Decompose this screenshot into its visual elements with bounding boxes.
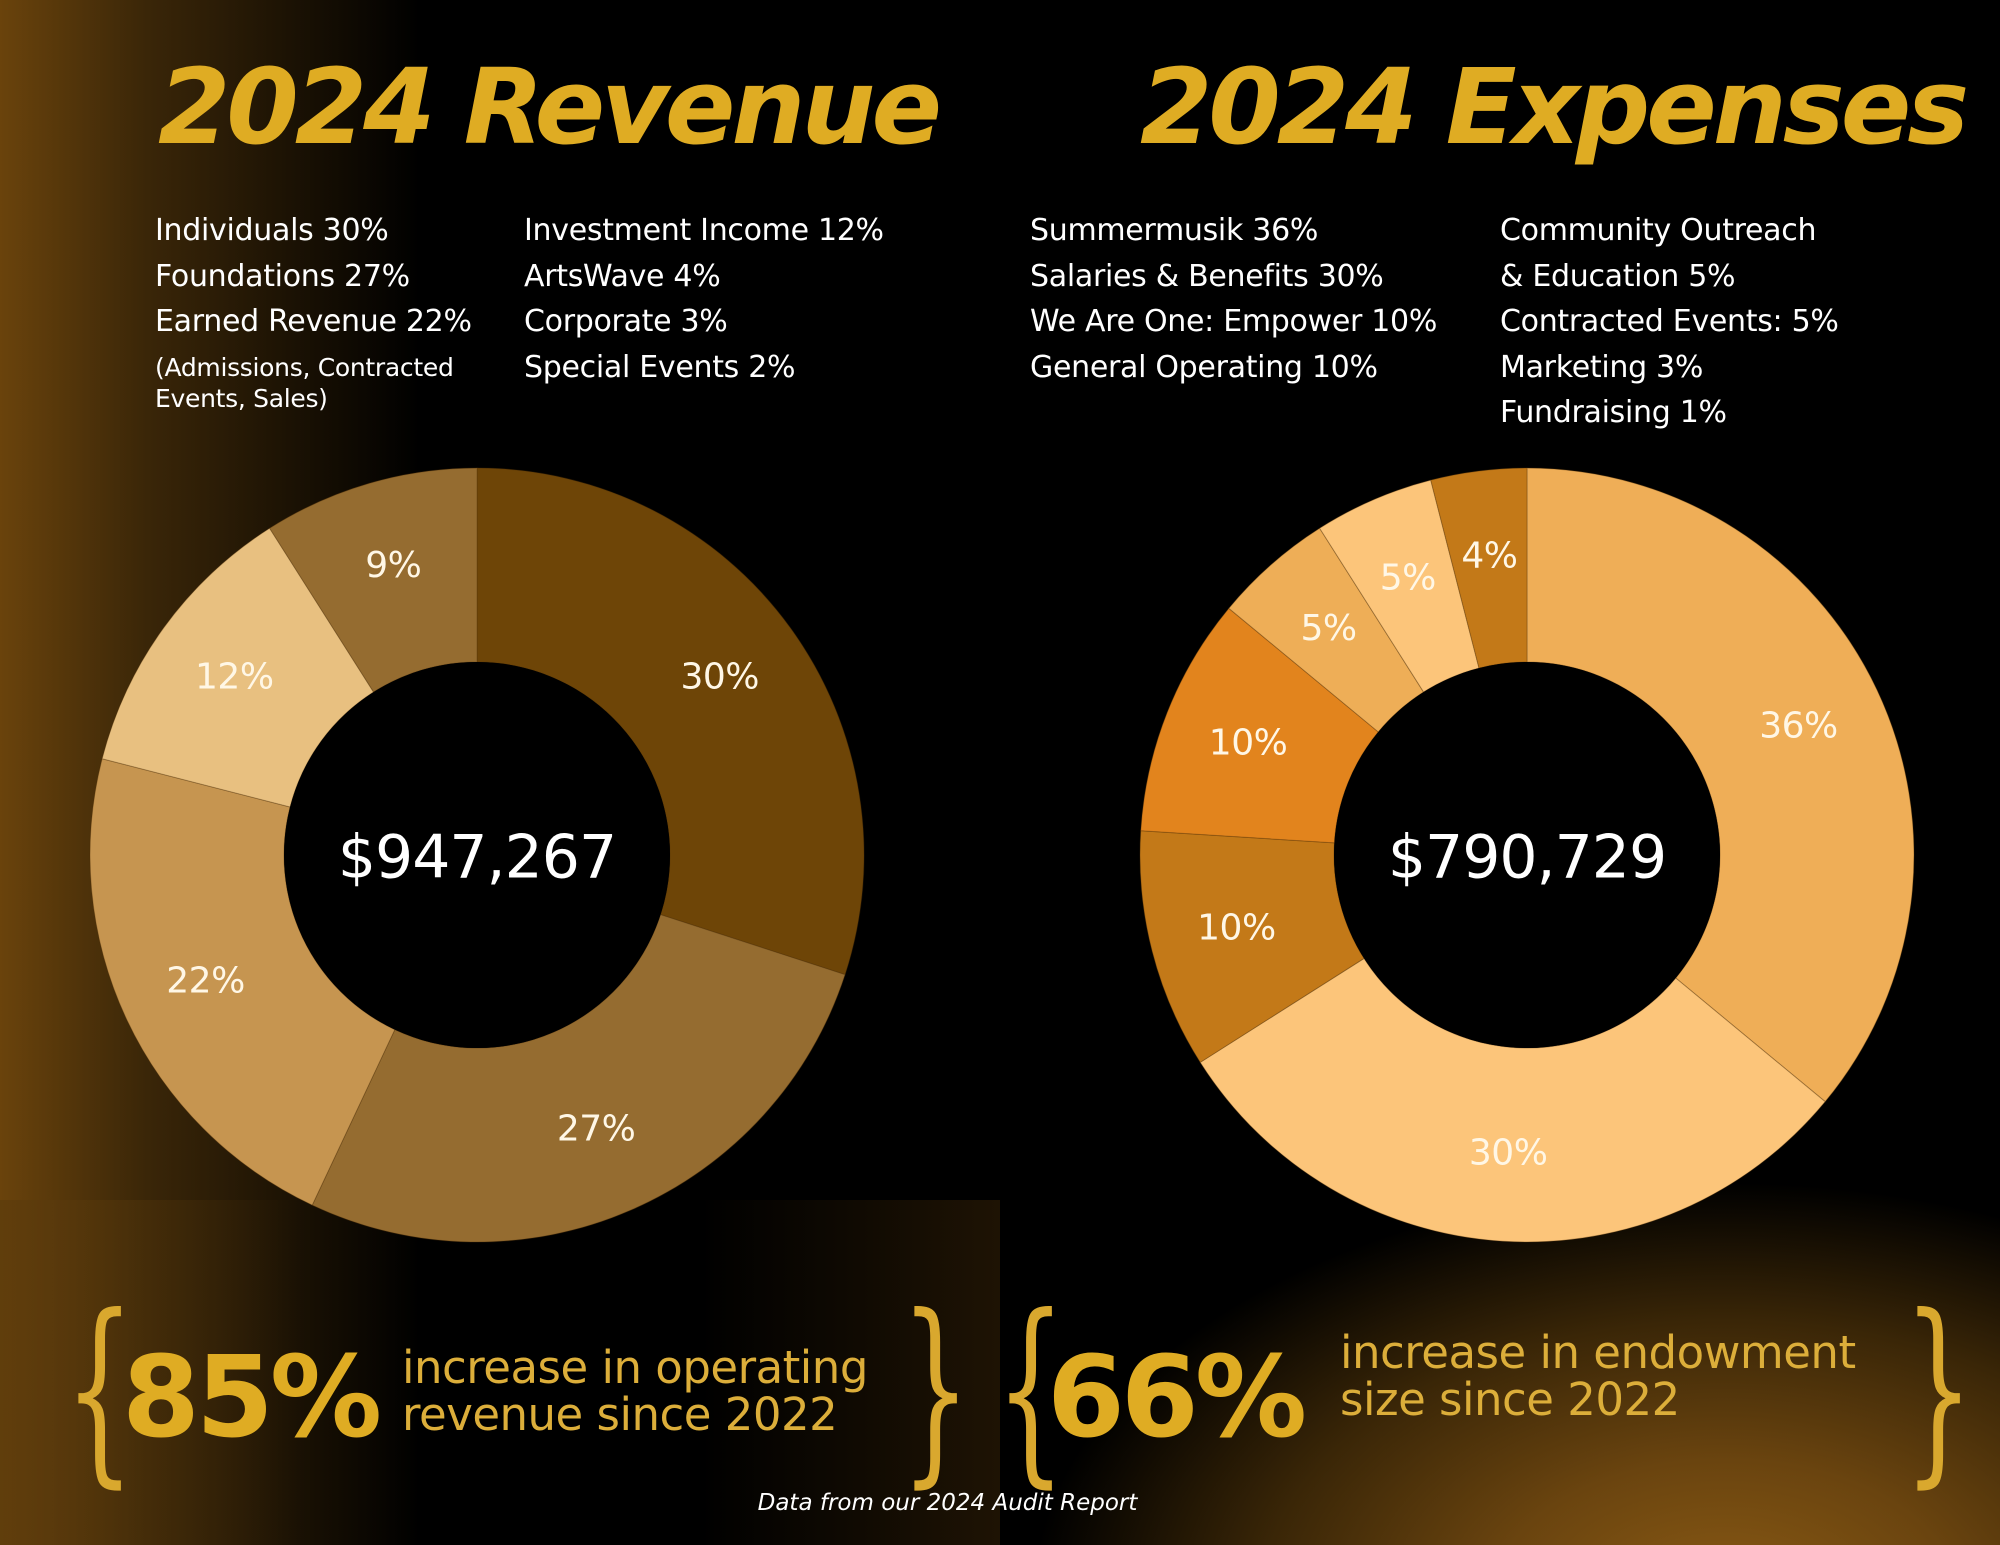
close-brace-icon: } — [1903, 1273, 1974, 1506]
legend-item: Investment Income 12% — [524, 213, 884, 248]
stat-value: 85% — [122, 1333, 382, 1463]
legend-item: Marketing 3% — [1500, 349, 1704, 385]
revenue-title: 2024 Revenue — [158, 46, 942, 168]
center-total-label: $947,267 — [338, 823, 616, 893]
slice-label: 4% — [1461, 535, 1517, 576]
revenue-legend-column-1: Individuals 30% Foundations 27% Earned R… — [155, 208, 472, 414]
legend-item: ArtsWave 4% — [524, 258, 721, 294]
slice-label: 22% — [166, 961, 245, 1002]
slice-label: 9% — [365, 545, 421, 586]
slice-label: 5% — [1380, 558, 1436, 599]
slice-label: 30% — [680, 657, 759, 698]
legend-item: Salaries & Benefits 30% — [1030, 258, 1384, 294]
legend-item: Special Events 2% — [524, 349, 796, 385]
open-brace-icon: { — [64, 1273, 135, 1506]
stat-description-line-1: increase in operating — [402, 1341, 868, 1394]
close-brace-icon: } — [900, 1273, 971, 1506]
stat-description-line-2: revenue since 2022 — [402, 1388, 838, 1441]
expenses-legend-column-1: Summermusik 36% Salaries & Benefits 30% … — [1030, 208, 1437, 390]
legend-item: & Education 5% — [1500, 258, 1736, 294]
open-brace-icon: { — [995, 1273, 1066, 1506]
stat-description-line-2: size since 2022 — [1340, 1373, 1680, 1426]
revenue-donut-chart: 30% 27% 22% 12% 9% $947,267 — [89, 467, 865, 1243]
stat-operating-revenue: { 85% increase in operating revenue sinc… — [56, 1273, 971, 1506]
legend-item: Community Outreach — [1500, 213, 1817, 248]
slice-label: 10% — [1209, 723, 1288, 764]
legend-note: Events, Sales) — [155, 383, 328, 413]
legend-item: Contracted Events: 5% — [1500, 304, 1839, 339]
stat-endowment: { 66% increase in endowment size since 2… — [985, 1273, 1985, 1506]
revenue-legend-column-2: Investment Income 12% ArtsWave 4% Corpor… — [524, 208, 884, 390]
expenses-title: 2024 Expenses — [1140, 46, 1969, 168]
donut-hole — [284, 662, 670, 1048]
expenses-legend-column-2: Community Outreach & Education 5% Contra… — [1500, 208, 1839, 436]
legend-item: Fundraising 1% — [1500, 395, 1727, 430]
center-total-label: $790,729 — [1388, 823, 1666, 893]
donut-hole — [1334, 662, 1720, 1048]
legend-item: Summermusik 36% — [1030, 213, 1319, 248]
legend-item: General Operating 10% — [1030, 349, 1378, 385]
slice-label: 30% — [1469, 1132, 1548, 1173]
legend-item: Foundations 27% — [155, 258, 410, 294]
stat-description-line-1: increase in endowment — [1340, 1326, 1856, 1379]
footer-source-note: Data from our 2024 Audit Report — [757, 1490, 1138, 1516]
stat-value: 66% — [1047, 1333, 1307, 1463]
legend-item: Corporate 3% — [524, 304, 728, 339]
legend-item: Earned Revenue 22% — [155, 304, 472, 339]
legend-item: We Are One: Empower 10% — [1030, 304, 1438, 339]
slice-label: 10% — [1197, 908, 1276, 949]
expenses-donut-chart: 36% 30% 10% 10% 5% 5% 4% $790,729 — [1139, 467, 1915, 1243]
slice-label: 12% — [195, 657, 274, 698]
legend-note: (Admissions, Contracted — [155, 352, 454, 382]
slice-label: 36% — [1759, 705, 1838, 746]
slice-label: 27% — [557, 1108, 636, 1149]
slice-label: 5% — [1301, 608, 1357, 649]
legend-item: Individuals 30% — [155, 213, 389, 248]
